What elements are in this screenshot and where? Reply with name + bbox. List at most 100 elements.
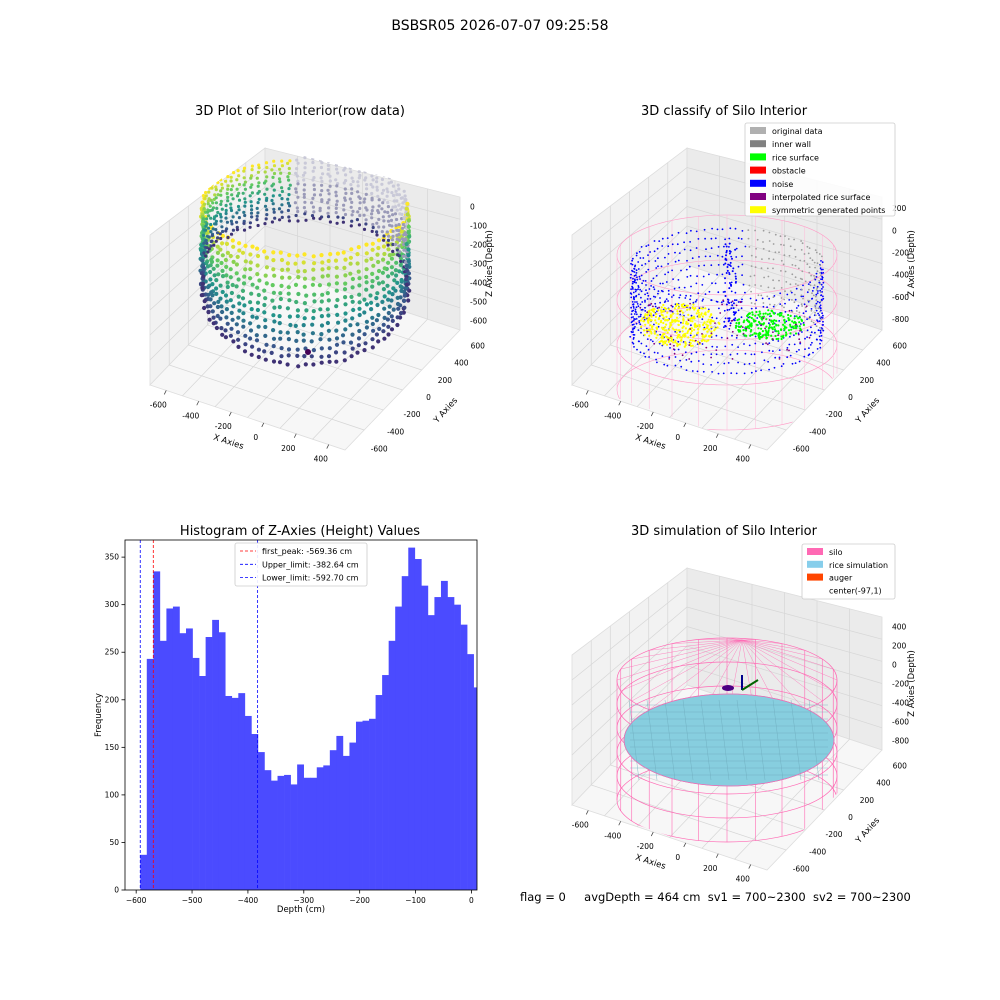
raw-point [255,253,261,259]
raw-point [335,297,340,303]
raw-point [357,312,362,318]
noise-point [694,300,697,303]
raw-point [391,252,396,257]
noise-point [788,254,791,257]
noise-point [671,269,673,272]
noise-point [810,274,812,277]
raw-point [402,305,407,310]
raw-point [242,169,246,173]
noise-point [803,303,806,306]
interpolated-point [672,348,675,351]
rice-surface-point [798,321,801,324]
histogram-bar [480,727,487,890]
noise-point [689,298,691,301]
noise-point [737,361,739,364]
raw-point [397,187,401,191]
noise-point [816,348,819,350]
noise-point [767,286,770,289]
histogram-bar [218,632,226,890]
histogram-bar [179,633,187,890]
noise-point [818,279,821,282]
raw-point [257,278,262,283]
flag-text: flag = 0 [520,890,566,904]
noise-point [634,326,636,328]
noise-point [762,241,764,243]
raw-point [231,215,235,219]
noise-point [677,231,680,234]
raw-point [371,178,375,182]
noise-point [819,274,822,277]
raw-point [380,280,385,285]
noise-point [779,235,782,238]
raw-point [263,222,267,226]
raw-point [387,290,392,295]
noise-point [817,290,819,292]
noise-point [782,363,785,365]
raw-ztick-label: -300 [470,260,487,269]
raw-point [302,301,307,306]
noise-point [821,312,823,315]
raw-point [270,168,274,172]
interpolated-point [669,343,672,346]
raw-point [223,293,229,298]
raw-point [293,201,297,205]
raw-point [344,179,348,183]
raw-point [364,302,369,307]
symmetric-point [677,333,680,336]
noise-point [809,344,812,346]
raw-point [365,183,369,187]
histogram-bar [244,715,252,890]
symmetric-point [704,307,707,310]
noise-point [644,306,646,309]
noise-point [821,317,824,319]
raw-point [387,176,391,180]
raw-point [262,302,267,308]
noise-point [639,323,642,326]
rice-mesh-line [736,699,748,781]
noise-point [800,240,802,242]
noise-point [686,276,689,278]
raw-point [219,236,223,241]
raw-point [219,215,223,219]
raw-point [375,230,379,234]
x-tick-label: −300 [293,896,314,905]
noise-point [793,315,796,317]
silo-roof-spoke [631,639,743,660]
symmetric-point [657,323,660,326]
noise-point [652,277,655,280]
raw-point [387,234,391,238]
raw-point [393,205,398,209]
noise-point [774,251,777,254]
raw-point [278,180,282,184]
raw-point [303,156,307,160]
raw-point [371,185,375,189]
raw-point [209,244,213,248]
rice-mesh-line [790,699,802,781]
noise-point [641,264,643,267]
raw-point [218,316,223,321]
symmetric-point [678,306,681,309]
noise-point [633,318,635,320]
noise-point [813,284,816,287]
raw-point [224,203,228,208]
noise-point [821,276,824,279]
raw-point [214,228,218,232]
raw-point [254,333,259,338]
raw-point [364,242,369,247]
symmetric-point [671,319,674,322]
raw-point [364,222,368,226]
raw-point [278,291,283,296]
raw-point [374,296,379,301]
noise-point [653,288,656,291]
noise-point [808,288,810,291]
raw-point [358,196,362,200]
raw-point [288,159,292,163]
raw-point [218,247,223,252]
symmetric-point [667,340,670,343]
noise-point [735,337,738,339]
rice-surface-point [758,331,761,334]
noise-point [814,304,817,307]
noise-point [697,360,700,362]
raw-point [402,217,406,221]
